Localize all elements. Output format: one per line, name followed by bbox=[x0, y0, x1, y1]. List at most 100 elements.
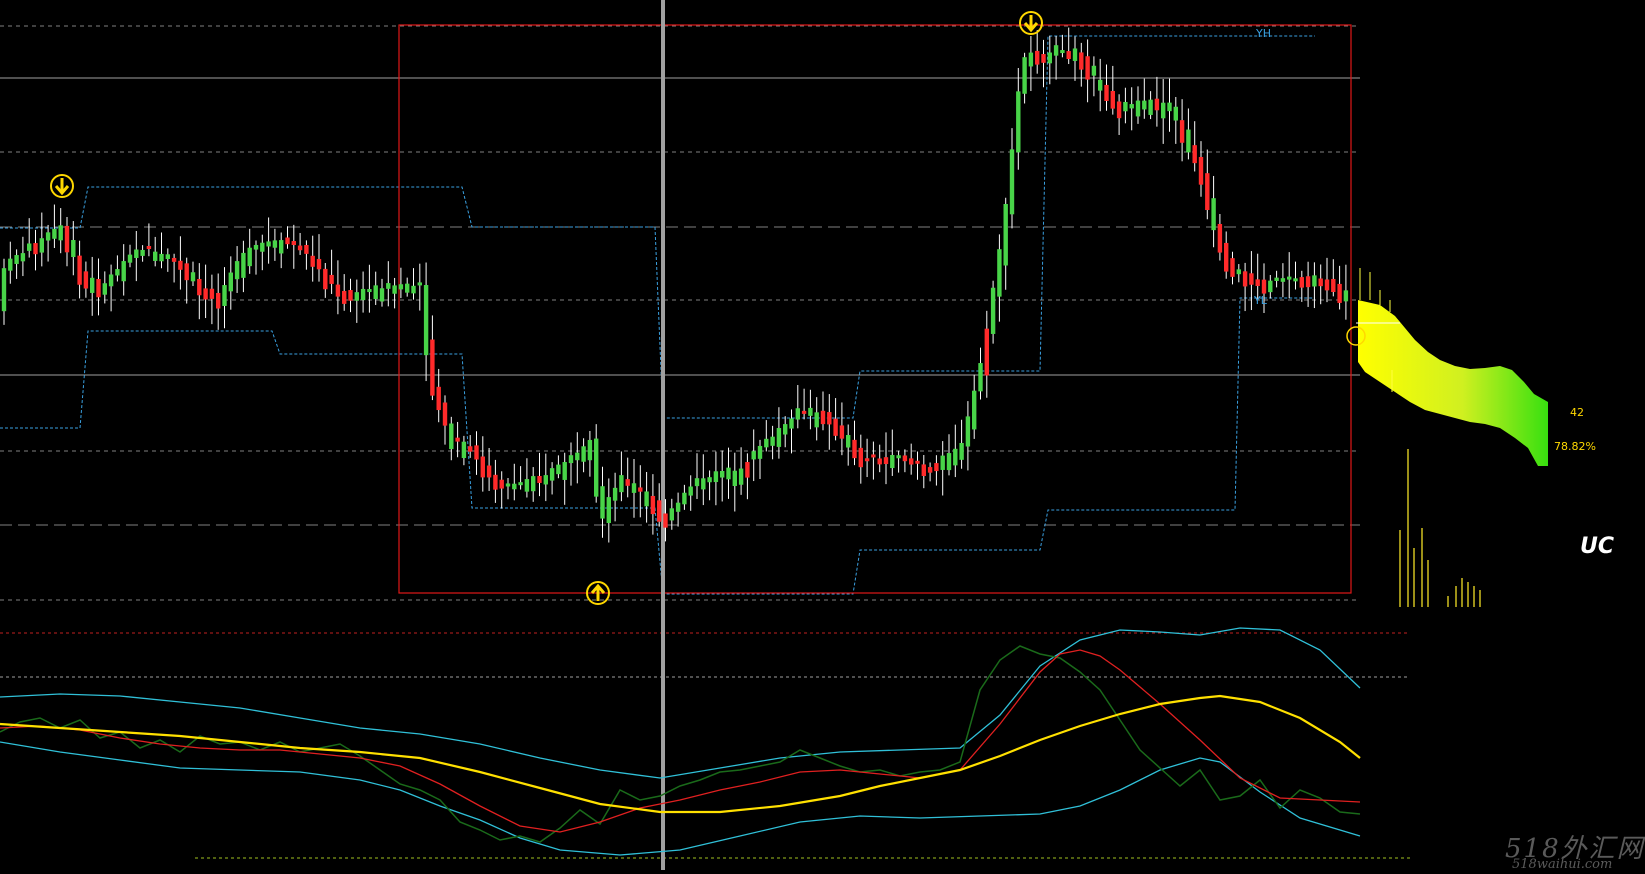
candle-body bbox=[209, 288, 215, 299]
candle-body bbox=[423, 285, 429, 356]
candle-body bbox=[1242, 271, 1248, 287]
candle-body bbox=[171, 257, 177, 262]
candle-body bbox=[1, 268, 7, 312]
watermark-title: 518外汇网 bbox=[1505, 834, 1645, 864]
candle-body bbox=[701, 478, 706, 490]
candle-body bbox=[398, 284, 404, 290]
candle-body bbox=[285, 237, 290, 245]
candle-body bbox=[253, 244, 259, 250]
candle-body bbox=[940, 455, 945, 470]
candle-body bbox=[512, 483, 517, 490]
sell-signal-arrow-icon[interactable] bbox=[1019, 11, 1043, 35]
candle-body bbox=[272, 240, 278, 248]
candle-body bbox=[726, 467, 731, 480]
candle-body bbox=[549, 468, 555, 481]
candle-body bbox=[921, 464, 926, 476]
candle-body bbox=[1280, 278, 1286, 282]
candle-body bbox=[342, 290, 347, 304]
candle-body bbox=[190, 272, 196, 282]
candle-body bbox=[625, 479, 630, 486]
candle-body bbox=[619, 475, 624, 493]
candle-body bbox=[600, 486, 605, 519]
candle-body bbox=[1053, 45, 1059, 56]
candle-body bbox=[1135, 100, 1141, 117]
candle-body bbox=[531, 476, 536, 492]
candle-body bbox=[537, 475, 542, 483]
candle-body bbox=[140, 249, 145, 256]
candle-body bbox=[153, 251, 158, 261]
candle-body bbox=[1142, 100, 1147, 110]
candle-body bbox=[323, 268, 328, 290]
candle-body bbox=[27, 243, 32, 251]
candle-body bbox=[71, 240, 76, 258]
candle-body bbox=[1173, 106, 1178, 121]
candle-body bbox=[877, 458, 882, 465]
candle-body bbox=[871, 454, 876, 458]
candle-body bbox=[638, 487, 643, 492]
candle-body bbox=[449, 423, 454, 450]
buy-signal-arrow-icon[interactable] bbox=[586, 581, 610, 605]
candle-body bbox=[222, 285, 227, 306]
candle-body bbox=[959, 442, 964, 460]
candle-body bbox=[1110, 90, 1115, 109]
candle-body bbox=[1337, 283, 1342, 303]
candle-body bbox=[127, 254, 133, 263]
sell-signal-arrow-icon[interactable] bbox=[50, 174, 74, 198]
candle-body bbox=[8, 258, 13, 271]
candle-body bbox=[499, 479, 504, 489]
candle-body bbox=[1009, 149, 1015, 215]
candle-body bbox=[493, 474, 498, 490]
candle-body bbox=[688, 486, 693, 496]
candle-body bbox=[316, 258, 322, 270]
candle-body bbox=[480, 456, 485, 478]
candle-body bbox=[474, 445, 479, 460]
candle-body bbox=[1028, 52, 1034, 67]
candle-body bbox=[486, 465, 492, 478]
candle-body bbox=[846, 435, 851, 448]
candle-body bbox=[612, 487, 618, 501]
candle-body bbox=[581, 446, 586, 462]
candle-body bbox=[108, 274, 114, 287]
candle-body bbox=[965, 416, 971, 447]
candle-body bbox=[783, 424, 788, 435]
candle-body bbox=[1104, 84, 1109, 101]
candle-body bbox=[1060, 50, 1065, 54]
candle-body bbox=[455, 437, 460, 442]
candle-body bbox=[934, 463, 939, 472]
candle-body bbox=[713, 471, 719, 483]
candle-body bbox=[1331, 278, 1336, 293]
yl-label: YL bbox=[1254, 294, 1267, 307]
candle-body bbox=[335, 284, 341, 297]
candle-body bbox=[411, 285, 416, 294]
price-channel bbox=[0, 35, 1315, 595]
candle-body bbox=[1148, 99, 1153, 115]
candle-body bbox=[556, 464, 561, 475]
candle-body bbox=[197, 278, 202, 296]
candle-body bbox=[1072, 48, 1078, 61]
candle-body bbox=[757, 445, 763, 459]
candle-body bbox=[329, 274, 334, 284]
candle-body bbox=[165, 254, 170, 259]
candle-body bbox=[52, 228, 57, 239]
candle-body bbox=[121, 261, 126, 282]
candle-body bbox=[1205, 173, 1210, 211]
candle-body bbox=[745, 462, 750, 478]
candle-body bbox=[997, 249, 1002, 297]
candle-body bbox=[392, 285, 397, 294]
candle-body bbox=[228, 272, 233, 292]
candle-body bbox=[946, 453, 952, 471]
cyan-upper-band bbox=[0, 627, 1361, 779]
candle-body bbox=[732, 470, 737, 487]
count-label: 42 bbox=[1570, 406, 1584, 419]
candle-body bbox=[990, 287, 996, 334]
candle-body bbox=[373, 285, 378, 300]
candle-body bbox=[184, 263, 189, 281]
indicator-lines bbox=[0, 627, 1361, 856]
candle-body bbox=[83, 271, 89, 289]
candle-body bbox=[675, 502, 681, 512]
candle-body bbox=[1016, 91, 1021, 153]
candle-body bbox=[795, 408, 800, 420]
candle-body bbox=[159, 253, 164, 262]
candle-body bbox=[1299, 277, 1304, 288]
